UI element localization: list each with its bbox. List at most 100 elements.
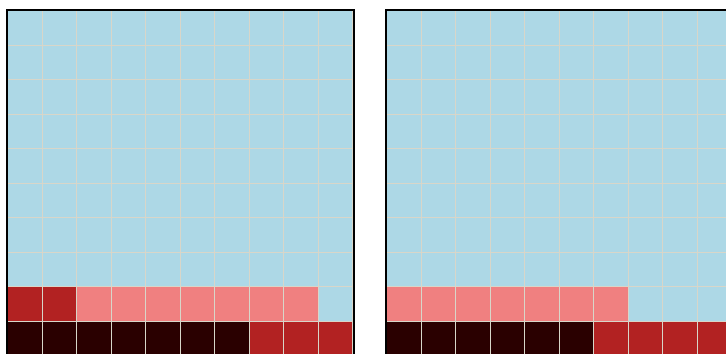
board-cell: [318, 183, 353, 218]
board-cell: [456, 45, 491, 80]
board-cell: [8, 45, 43, 80]
board-cell: [42, 45, 77, 80]
board-cell: [663, 183, 698, 218]
board-cell: [663, 114, 698, 149]
board-cell: [421, 287, 456, 322]
board-cell: [111, 45, 146, 80]
board-cell: [456, 80, 491, 115]
board-cell: [628, 321, 663, 354]
board-cell: [490, 287, 525, 322]
board-cell: [490, 183, 525, 218]
board-cell: [215, 80, 250, 115]
board-cell: [180, 80, 215, 115]
board-cell: [594, 252, 629, 287]
board-cell: [111, 183, 146, 218]
board-cell: [387, 80, 422, 115]
board-cell: [215, 218, 250, 253]
board-cell: [42, 11, 77, 46]
board-cell: [284, 149, 319, 184]
board-cell: [318, 80, 353, 115]
board-cell: [249, 287, 284, 322]
board-cell: [525, 149, 560, 184]
board-cell: [594, 45, 629, 80]
board-cell: [559, 80, 594, 115]
board-cell: [180, 252, 215, 287]
board-cell: [284, 321, 319, 354]
board-cell: [111, 149, 146, 184]
board-cell: [8, 149, 43, 184]
board-cell: [456, 11, 491, 46]
board-cell: [284, 252, 319, 287]
board-cell: [77, 183, 112, 218]
board-cell: [77, 252, 112, 287]
board-cell: [387, 287, 422, 322]
board-cell: [284, 45, 319, 80]
board-cell: [318, 218, 353, 253]
board-cell: [697, 183, 726, 218]
board-cell: [77, 114, 112, 149]
board-cell: [559, 11, 594, 46]
board-cell: [42, 252, 77, 287]
board-cell: [594, 114, 629, 149]
board-cell: [421, 114, 456, 149]
board-cell: [525, 321, 560, 354]
board-cell: [490, 321, 525, 354]
board-cell: [111, 321, 146, 354]
board-cell: [663, 149, 698, 184]
board-cell: [628, 45, 663, 80]
board-cell: [387, 218, 422, 253]
board-cell: [146, 321, 181, 354]
board-cell: [249, 218, 284, 253]
board-cell: [525, 218, 560, 253]
board-cell: [42, 114, 77, 149]
board-cell: [284, 218, 319, 253]
board-cell: [146, 11, 181, 46]
board-cell: [697, 252, 726, 287]
board-cell: [559, 218, 594, 253]
board-cell: [284, 114, 319, 149]
board-cell: [456, 183, 491, 218]
board-cell: [559, 183, 594, 218]
board-cell: [8, 287, 43, 322]
board-cell: [387, 11, 422, 46]
board-cell: [146, 287, 181, 322]
board-cell: [77, 321, 112, 354]
board-cell: [284, 80, 319, 115]
board-cell: [249, 80, 284, 115]
board-cell: [111, 252, 146, 287]
board-cell: [421, 149, 456, 184]
board-cell: [387, 149, 422, 184]
board-cell: [215, 114, 250, 149]
board-cell: [594, 80, 629, 115]
board-cell: [8, 321, 43, 354]
board-cell: [594, 183, 629, 218]
board-cell: [559, 149, 594, 184]
board-cell: [180, 149, 215, 184]
board-cell: [490, 149, 525, 184]
board-cell: [387, 252, 422, 287]
board-cell: [146, 80, 181, 115]
board-cell: [594, 287, 629, 322]
board-cell: [111, 11, 146, 46]
board-cell: [663, 45, 698, 80]
board-cell: [215, 321, 250, 354]
board-cell: [284, 11, 319, 46]
board-cell: [111, 287, 146, 322]
board-cell: [146, 183, 181, 218]
board-cell: [663, 321, 698, 354]
board-cell: [284, 287, 319, 322]
board-cell: [42, 321, 77, 354]
board-cell: [490, 80, 525, 115]
board-cell: [42, 80, 77, 115]
board-cell: [559, 252, 594, 287]
board-cell: [525, 183, 560, 218]
board-cell: [594, 149, 629, 184]
board-cell: [559, 45, 594, 80]
board-cell: [697, 321, 726, 354]
left-board-grid: [8, 11, 353, 354]
board-cell: [146, 149, 181, 184]
board-cell: [318, 149, 353, 184]
board-cell: [559, 321, 594, 354]
board-cell: [421, 11, 456, 46]
board-cell: [215, 11, 250, 46]
